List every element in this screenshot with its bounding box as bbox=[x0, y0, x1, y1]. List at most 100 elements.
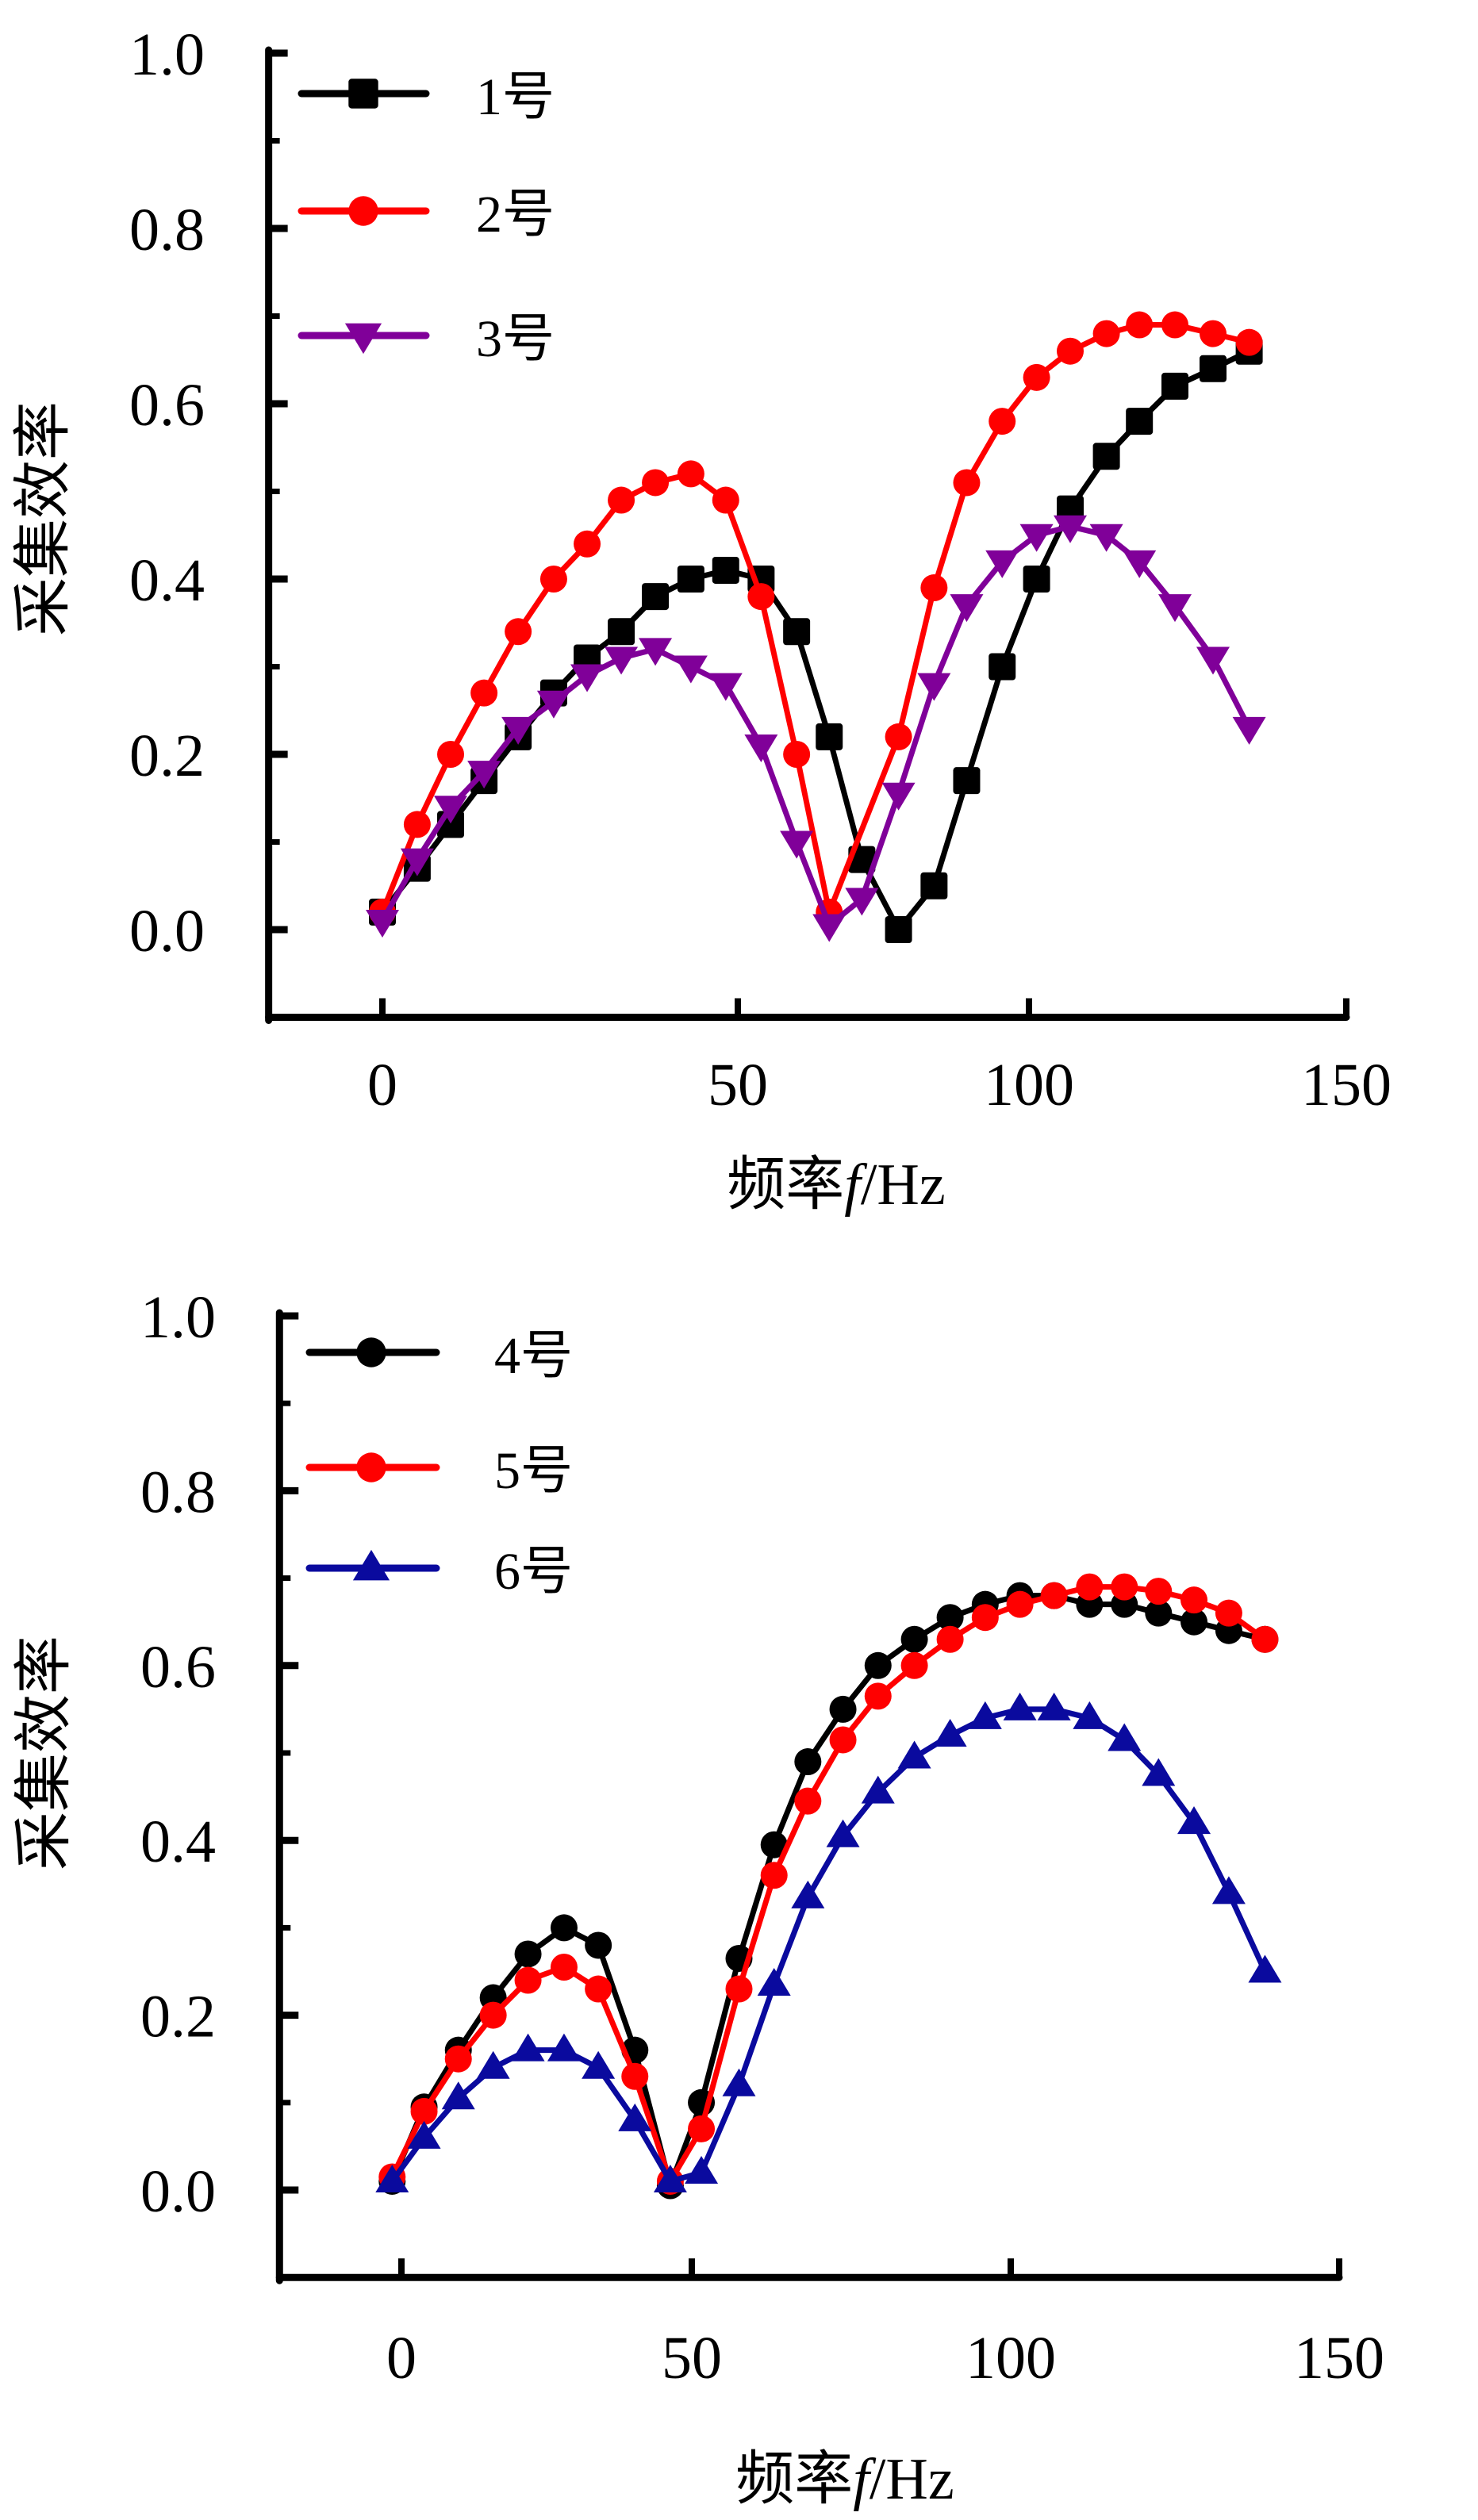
data-point-marker bbox=[1003, 1692, 1037, 1720]
data-point-marker bbox=[1126, 408, 1154, 435]
data-point-marker bbox=[985, 550, 1019, 578]
data-point-marker bbox=[410, 2097, 438, 2125]
data-point-marker bbox=[400, 848, 434, 876]
data-point-marker bbox=[936, 1625, 964, 1653]
data-point-marker bbox=[642, 583, 670, 611]
data-point-marker bbox=[712, 486, 739, 514]
data-point-marker bbox=[989, 408, 1016, 435]
data-point-marker bbox=[864, 1682, 892, 1710]
data-point-marker bbox=[920, 872, 948, 899]
data-point-marker bbox=[618, 2103, 652, 2131]
data-point-marker bbox=[1111, 1573, 1138, 1601]
data-point-marker bbox=[885, 723, 912, 750]
series-0-1 bbox=[369, 311, 1263, 926]
data-point-marker bbox=[747, 583, 775, 611]
data-point-marker bbox=[550, 1914, 578, 1942]
data-point-marker bbox=[816, 723, 843, 750]
data-point-marker bbox=[933, 1718, 967, 1747]
x-tick-label: 50 bbox=[708, 1052, 768, 1118]
data-point-marker bbox=[1200, 355, 1227, 382]
series-1-2 bbox=[375, 1692, 1282, 2192]
data-point-marker bbox=[1073, 1701, 1107, 1729]
legend-swatch-marker bbox=[348, 79, 378, 109]
data-point-marker bbox=[791, 1880, 825, 1908]
legend-swatch-marker bbox=[356, 1452, 386, 1482]
y-tick-label: 0.6 bbox=[140, 1634, 216, 1701]
data-point-marker bbox=[1054, 515, 1087, 543]
data-point-marker bbox=[585, 1975, 612, 2003]
data-point-marker bbox=[760, 1831, 788, 1858]
data-point-marker bbox=[950, 594, 984, 623]
series-line bbox=[390, 1593, 1266, 2188]
data-point-marker bbox=[1161, 372, 1188, 400]
data-point-marker bbox=[900, 1625, 928, 1653]
data-point-marker bbox=[783, 741, 811, 768]
data-point-marker bbox=[780, 830, 814, 859]
data-point-marker bbox=[1145, 1578, 1173, 1605]
data-point-marker bbox=[968, 1701, 1002, 1729]
y-tick-label: 1.0 bbox=[129, 21, 205, 88]
data-point-marker bbox=[1232, 716, 1266, 745]
series-0-2 bbox=[366, 515, 1266, 942]
data-point-marker bbox=[688, 2115, 716, 2142]
data-point-marker bbox=[897, 1740, 931, 1769]
data-point-marker bbox=[920, 574, 948, 602]
data-point-marker bbox=[1215, 1599, 1242, 1627]
data-point-marker bbox=[936, 1604, 964, 1632]
data-point-marker bbox=[900, 1651, 928, 1679]
data-point-marker bbox=[1142, 1758, 1176, 1786]
data-point-marker bbox=[570, 664, 605, 692]
data-point-marker bbox=[829, 1695, 857, 1723]
legend-label: 1号 bbox=[476, 68, 555, 126]
y-axis-title: 采集效率 bbox=[11, 401, 76, 636]
legend-label: 2号 bbox=[476, 186, 555, 244]
y-tick-label: 0.4 bbox=[140, 1808, 216, 1875]
x-axis-title: 频率f/Hz bbox=[735, 2447, 954, 2512]
data-point-marker bbox=[1248, 1954, 1282, 1983]
data-point-marker bbox=[1123, 550, 1157, 578]
data-point-marker bbox=[501, 716, 536, 745]
data-point-marker bbox=[783, 618, 811, 646]
data-point-marker bbox=[712, 556, 739, 584]
x-tick-label: 100 bbox=[984, 1052, 1074, 1118]
legend-label: 3号 bbox=[476, 310, 555, 368]
data-point-marker bbox=[514, 1940, 542, 1968]
data-point-marker bbox=[539, 566, 567, 593]
legend-swatch-marker bbox=[348, 196, 378, 226]
x-axis-title: 频率f/Hz bbox=[727, 1153, 945, 1218]
data-point-marker bbox=[1040, 1582, 1068, 1609]
data-point-marker bbox=[1251, 1625, 1279, 1653]
data-point-marker bbox=[1092, 320, 1120, 347]
data-point-marker bbox=[470, 679, 498, 707]
data-point-marker bbox=[794, 1787, 822, 1815]
x-tick-label: 100 bbox=[965, 2325, 1056, 2392]
data-point-marker bbox=[642, 469, 670, 497]
data-point-marker bbox=[677, 460, 704, 488]
x-tick-label: 150 bbox=[1301, 1052, 1392, 1118]
legend-swatch-marker bbox=[356, 1337, 386, 1367]
data-point-marker bbox=[1126, 311, 1154, 339]
data-point-marker bbox=[826, 1819, 860, 1847]
data-point-marker bbox=[953, 469, 981, 497]
data-point-marker bbox=[953, 767, 981, 795]
data-point-marker bbox=[1211, 1876, 1246, 1904]
data-point-marker bbox=[677, 566, 704, 593]
data-point-marker bbox=[1177, 1806, 1211, 1835]
data-point-marker bbox=[1089, 524, 1123, 552]
data-point-marker bbox=[375, 2164, 409, 2192]
data-point-marker bbox=[505, 618, 532, 646]
data-point-marker bbox=[514, 1966, 542, 1994]
y-tick-label: 0.4 bbox=[129, 547, 205, 614]
x-tick-label: 0 bbox=[367, 1052, 397, 1118]
data-point-marker bbox=[476, 2050, 510, 2079]
data-point-marker bbox=[881, 782, 916, 811]
data-point-marker bbox=[1037, 1692, 1071, 1720]
series-1-0 bbox=[378, 1582, 1279, 2200]
data-point-marker bbox=[1076, 1573, 1104, 1601]
data-point-marker bbox=[1023, 363, 1050, 391]
data-point-marker bbox=[511, 2033, 545, 2062]
data-point-marker bbox=[794, 1748, 822, 1776]
data-point-marker bbox=[1019, 524, 1054, 552]
